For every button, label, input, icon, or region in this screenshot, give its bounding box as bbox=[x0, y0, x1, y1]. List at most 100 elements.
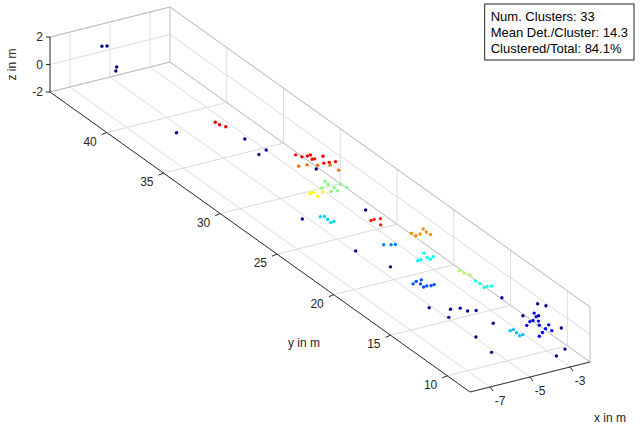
cluster bbox=[474, 279, 493, 289]
detection bbox=[326, 218, 329, 221]
detection bbox=[432, 255, 435, 258]
tick bbox=[46, 92, 50, 93]
cluster bbox=[100, 44, 566, 357]
detection bbox=[425, 230, 428, 233]
detection bbox=[316, 164, 319, 167]
detection bbox=[175, 131, 178, 134]
tick-label: -7 bbox=[495, 394, 506, 408]
detection bbox=[414, 234, 417, 237]
detection bbox=[474, 279, 477, 282]
annotation-text: Mean Det./Cluster: 14.3 bbox=[491, 25, 628, 40]
detection bbox=[474, 335, 477, 338]
detection bbox=[532, 311, 535, 314]
detection bbox=[308, 192, 311, 195]
tick-label: 2 bbox=[36, 30, 43, 44]
detection bbox=[449, 308, 452, 311]
detection bbox=[422, 285, 425, 288]
detection bbox=[492, 322, 495, 325]
box-edge bbox=[170, 62, 590, 362]
detection bbox=[309, 153, 312, 156]
detection bbox=[466, 309, 469, 312]
detection bbox=[429, 284, 432, 287]
detection bbox=[512, 328, 515, 331]
detection bbox=[550, 329, 553, 332]
detection bbox=[490, 284, 493, 287]
detection bbox=[306, 154, 309, 157]
tick-label: 20 bbox=[310, 297, 324, 311]
points bbox=[100, 44, 566, 357]
detection bbox=[485, 285, 488, 288]
tick bbox=[570, 367, 573, 371]
detection bbox=[458, 269, 461, 272]
detection bbox=[300, 155, 303, 158]
cluster bbox=[308, 190, 324, 198]
detection bbox=[100, 45, 103, 48]
detection bbox=[536, 302, 539, 305]
detection bbox=[243, 137, 246, 140]
detection bbox=[482, 286, 485, 289]
cluster bbox=[297, 163, 340, 172]
detection bbox=[329, 221, 332, 224]
grid-line bbox=[220, 184, 340, 214]
detection bbox=[432, 283, 435, 286]
detection bbox=[115, 65, 118, 68]
detection bbox=[372, 218, 375, 221]
cluster bbox=[382, 243, 397, 247]
detection bbox=[105, 44, 108, 47]
tick-label: 0 bbox=[36, 58, 43, 72]
detection bbox=[538, 324, 541, 327]
detection bbox=[416, 259, 419, 262]
chart: -7-5-310152025303540-202x in my in mz in… bbox=[0, 0, 640, 432]
detection bbox=[560, 326, 563, 329]
annotation-text: Num. Clusters: 33 bbox=[491, 9, 595, 24]
detection bbox=[334, 160, 337, 163]
box-edge bbox=[50, 62, 170, 92]
detection bbox=[538, 335, 541, 338]
tick-label: -3 bbox=[575, 374, 586, 388]
tick bbox=[46, 64, 50, 65]
detection bbox=[563, 347, 566, 350]
detection bbox=[326, 183, 329, 186]
axis-title: z in m bbox=[5, 48, 19, 80]
tick bbox=[386, 335, 391, 337]
detection bbox=[310, 158, 313, 161]
detection bbox=[354, 249, 357, 252]
detection bbox=[462, 271, 465, 274]
detection bbox=[333, 186, 336, 189]
detection bbox=[411, 282, 414, 285]
axis-title: x in m bbox=[594, 411, 626, 425]
grid-line bbox=[50, 7, 170, 37]
cluster bbox=[525, 311, 553, 338]
tick-label: 15 bbox=[367, 337, 381, 351]
detection bbox=[301, 217, 304, 220]
detection bbox=[265, 148, 268, 151]
detection bbox=[528, 320, 531, 323]
grid-line bbox=[150, 67, 570, 367]
detection bbox=[447, 316, 450, 319]
annotation-box bbox=[485, 4, 634, 60]
detection bbox=[544, 304, 547, 307]
axis-title: y in m bbox=[288, 336, 320, 350]
detection bbox=[474, 309, 477, 312]
axes: -7-5-310152025303540-202x in my in mz in… bbox=[5, 30, 626, 425]
detection bbox=[547, 323, 550, 326]
detection bbox=[521, 333, 524, 336]
box-edge bbox=[50, 7, 170, 37]
cluster bbox=[458, 269, 472, 277]
detection bbox=[415, 280, 418, 283]
detection bbox=[322, 161, 325, 164]
cluster bbox=[416, 251, 435, 262]
detection bbox=[364, 208, 367, 211]
detection bbox=[218, 123, 221, 126]
detection bbox=[114, 69, 117, 72]
box-edge bbox=[590, 307, 591, 362]
detection bbox=[312, 191, 315, 194]
detection bbox=[518, 334, 521, 337]
tick-label: -5 bbox=[535, 384, 546, 398]
detection bbox=[328, 163, 331, 166]
detection bbox=[537, 319, 540, 322]
detection bbox=[320, 186, 323, 189]
grid-line bbox=[334, 265, 454, 295]
cluster bbox=[294, 153, 337, 165]
grid-line bbox=[170, 62, 590, 362]
